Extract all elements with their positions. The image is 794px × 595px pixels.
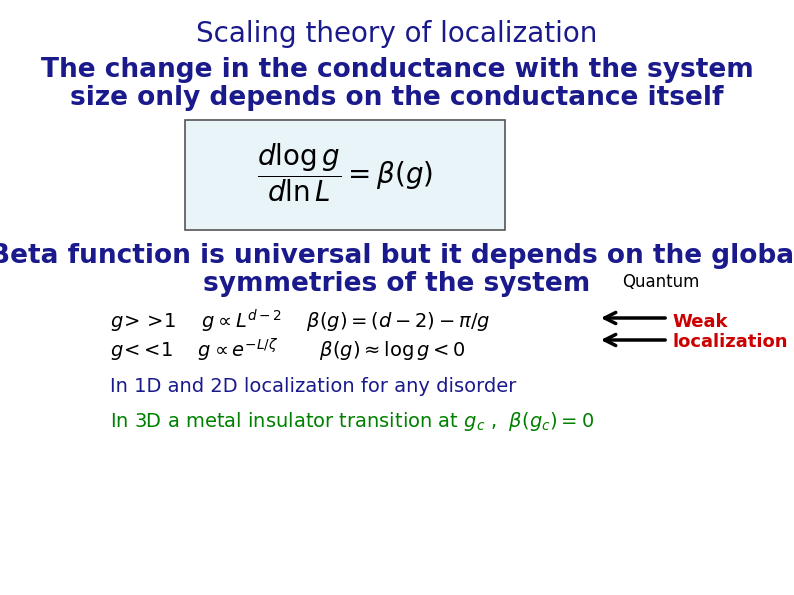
Text: In 3D a metal insulator transition at $g_c$ ,  $\beta(g_c) = 0$: In 3D a metal insulator transition at $g… — [110, 410, 594, 433]
Text: Scaling theory of localization: Scaling theory of localization — [196, 20, 598, 48]
Text: localization: localization — [672, 333, 788, 351]
Text: Quantum: Quantum — [622, 273, 700, 291]
Text: symmetries of the system: symmetries of the system — [203, 271, 591, 297]
Text: In 1D and 2D localization for any disorder: In 1D and 2D localization for any disord… — [110, 377, 516, 396]
Text: $\dfrac{d\log g}{d\ln L} = \beta(g)$: $\dfrac{d\log g}{d\ln L} = \beta(g)$ — [257, 142, 433, 204]
Text: $g\!>>\!1$    $g \propto L^{d-2}$    $\beta(g) = (d-2) - \pi/g$: $g\!>>\!1$ $g \propto L^{d-2}$ $\beta(g)… — [110, 308, 491, 335]
Text: Weak: Weak — [672, 313, 727, 331]
Text: size only depends on the conductance itself: size only depends on the conductance its… — [70, 85, 724, 111]
Text: Beta function is universal but it depends on the global: Beta function is universal but it depend… — [0, 243, 794, 269]
Text: The change in the conductance with the system: The change in the conductance with the s… — [40, 57, 754, 83]
FancyBboxPatch shape — [185, 120, 505, 230]
Text: $g\!<\!<\!1$    $g \propto e^{-L/\zeta}$       $\beta(g) \approx \log g < 0$: $g\!<\!<\!1$ $g \propto e^{-L/\zeta}$ $\… — [110, 337, 466, 364]
